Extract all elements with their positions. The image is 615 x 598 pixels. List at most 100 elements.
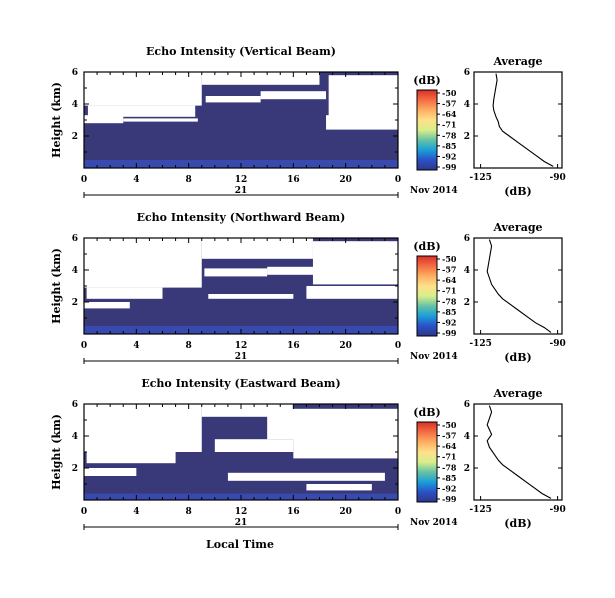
profile-x-tick-label: -125 xyxy=(469,173,492,183)
colorbar-tick-label: -85 xyxy=(442,473,456,483)
x-axis-label: Local Time xyxy=(206,538,274,551)
colorbar xyxy=(416,421,438,503)
data-gap-4 xyxy=(205,96,261,103)
colorbar xyxy=(416,255,438,337)
profile-x-tick-label: -90 xyxy=(549,339,565,349)
data-gap-5 xyxy=(267,408,398,440)
y-tick-label: 2 xyxy=(72,464,78,474)
data-gap-9 xyxy=(208,294,294,299)
profile-line xyxy=(486,405,552,499)
x-tick-label: 8 xyxy=(186,341,192,351)
y-tick-label: 6 xyxy=(72,400,78,410)
data-gap-5 xyxy=(260,91,327,100)
profile-y-tick-label: 2 xyxy=(464,298,470,308)
x-tick-label: 20 xyxy=(339,175,352,185)
y-tick-label: 4 xyxy=(72,432,78,442)
colorbar-tick-label: -64 xyxy=(442,441,457,451)
colorbar-unit: (dB) xyxy=(413,240,440,253)
profile-y-tick-label: 4 xyxy=(464,266,470,276)
colorbar-tick-label: -99 xyxy=(442,162,457,172)
x-tick-label: 0 xyxy=(81,175,87,185)
panel-2: Echo Intensity (Northward Beam)0 4 8 12 16 20… xyxy=(50,211,566,364)
x-tick-label: 16 xyxy=(287,341,300,351)
profile-y-tick-label: 4 xyxy=(464,432,470,442)
x-tick-label: 12 xyxy=(235,341,248,351)
colorbar-tick-label: -78 xyxy=(442,296,457,306)
data-gap-7 xyxy=(227,472,385,481)
profile-line xyxy=(486,239,552,333)
data-gap-4 xyxy=(214,439,294,452)
data-gap-2 xyxy=(86,287,163,299)
colorbar-tick-label: -92 xyxy=(442,483,456,493)
colorbar-tick-label: -92 xyxy=(442,317,456,327)
profile-x-tick-label: -125 xyxy=(469,505,492,515)
profile-title: Average xyxy=(492,221,542,234)
x-tick-label: 0 xyxy=(81,341,87,351)
date-month-label: Nov 2014 xyxy=(410,352,458,362)
data-gap-6 xyxy=(328,75,398,117)
profile-y-tick-label: 6 xyxy=(464,68,470,78)
x-tick-label: 20 xyxy=(339,341,352,351)
data-gap-3 xyxy=(201,72,320,85)
colorbar-unit: (dB) xyxy=(413,74,440,87)
data-gap-7 xyxy=(326,115,398,130)
colorbar-tick-label: -57 xyxy=(442,99,456,109)
data-gap-2 xyxy=(86,452,176,464)
colorbar-tick-label: -85 xyxy=(442,141,456,151)
data-gap-8 xyxy=(84,468,137,476)
colorbar-tick-label: -92 xyxy=(442,151,456,161)
y-tick-label: 4 xyxy=(72,100,78,110)
data-gap-5 xyxy=(267,266,320,275)
profile-x-tick-label: -90 xyxy=(549,505,565,515)
x-tick-label: 16 xyxy=(287,507,300,517)
profile-y-tick-label: 2 xyxy=(464,132,470,142)
colorbar-tick-label: -57 xyxy=(442,431,456,441)
x-tick-label: 8 xyxy=(186,507,192,517)
data-gap-9 xyxy=(123,118,198,122)
y-tick-label: 6 xyxy=(72,68,78,78)
panel-title: Echo Intensity (Vertical Beam) xyxy=(146,45,336,58)
y-tick-label: 2 xyxy=(72,298,78,308)
panel-title: Echo Intensity (Northward Beam) xyxy=(137,211,346,224)
data-gap-1 xyxy=(84,404,202,452)
data-gap-6 xyxy=(293,437,398,459)
colorbar-tick-label: -71 xyxy=(442,120,456,130)
panel-3: Echo Intensity (Eastward Beam) 0 4 8 12 16 20 0… xyxy=(50,377,566,530)
profile-frame xyxy=(473,71,563,169)
colorbar-tick-label: -50 xyxy=(442,254,457,264)
y-tick-label: 4 xyxy=(72,266,78,276)
x-tick-label: 4 xyxy=(133,341,139,351)
x-tick-label: 0 xyxy=(395,341,401,351)
profile-frame xyxy=(473,237,563,335)
data-gap-8 xyxy=(84,302,130,309)
x-tick-label: 12 xyxy=(235,507,248,517)
x-tick-label: 0 xyxy=(395,507,401,517)
data-gap-3 xyxy=(201,238,313,259)
date-month-label: Nov 2014 xyxy=(410,518,458,528)
date-month-label: Nov 2014 xyxy=(410,186,458,196)
profile-line xyxy=(492,73,554,167)
data-gap-7 xyxy=(306,286,398,299)
date-day-label: 21 xyxy=(235,518,248,528)
profile-x-label: (dB) xyxy=(504,517,531,530)
colorbar-tick-label: -50 xyxy=(442,88,457,98)
x-tick-label: 4 xyxy=(133,507,139,517)
colorbar-tick-label: -71 xyxy=(442,452,456,462)
profile-x-label: (dB) xyxy=(504,351,531,364)
data-gap-4 xyxy=(204,268,268,277)
x-tick-label: 8 xyxy=(186,175,192,185)
colorbar-tick-label: -64 xyxy=(442,109,457,119)
y-axis-label: Height (km) xyxy=(50,82,63,158)
data-gap-1 xyxy=(84,238,202,288)
profile-y-tick-label: 2 xyxy=(464,464,470,474)
data-gap-8 xyxy=(84,115,124,124)
profile-x-label: (dB) xyxy=(504,185,531,198)
data-gap-1 xyxy=(84,72,202,106)
colorbar-tick-label: -99 xyxy=(442,328,457,338)
profile-title: Average xyxy=(492,387,542,400)
colorbar-tick-label: -71 xyxy=(442,286,456,296)
colorbar-tick-label: -78 xyxy=(442,130,457,140)
panel-title: Echo Intensity (Eastward Beam) xyxy=(141,377,340,390)
y-tick-label: 2 xyxy=(72,132,78,142)
